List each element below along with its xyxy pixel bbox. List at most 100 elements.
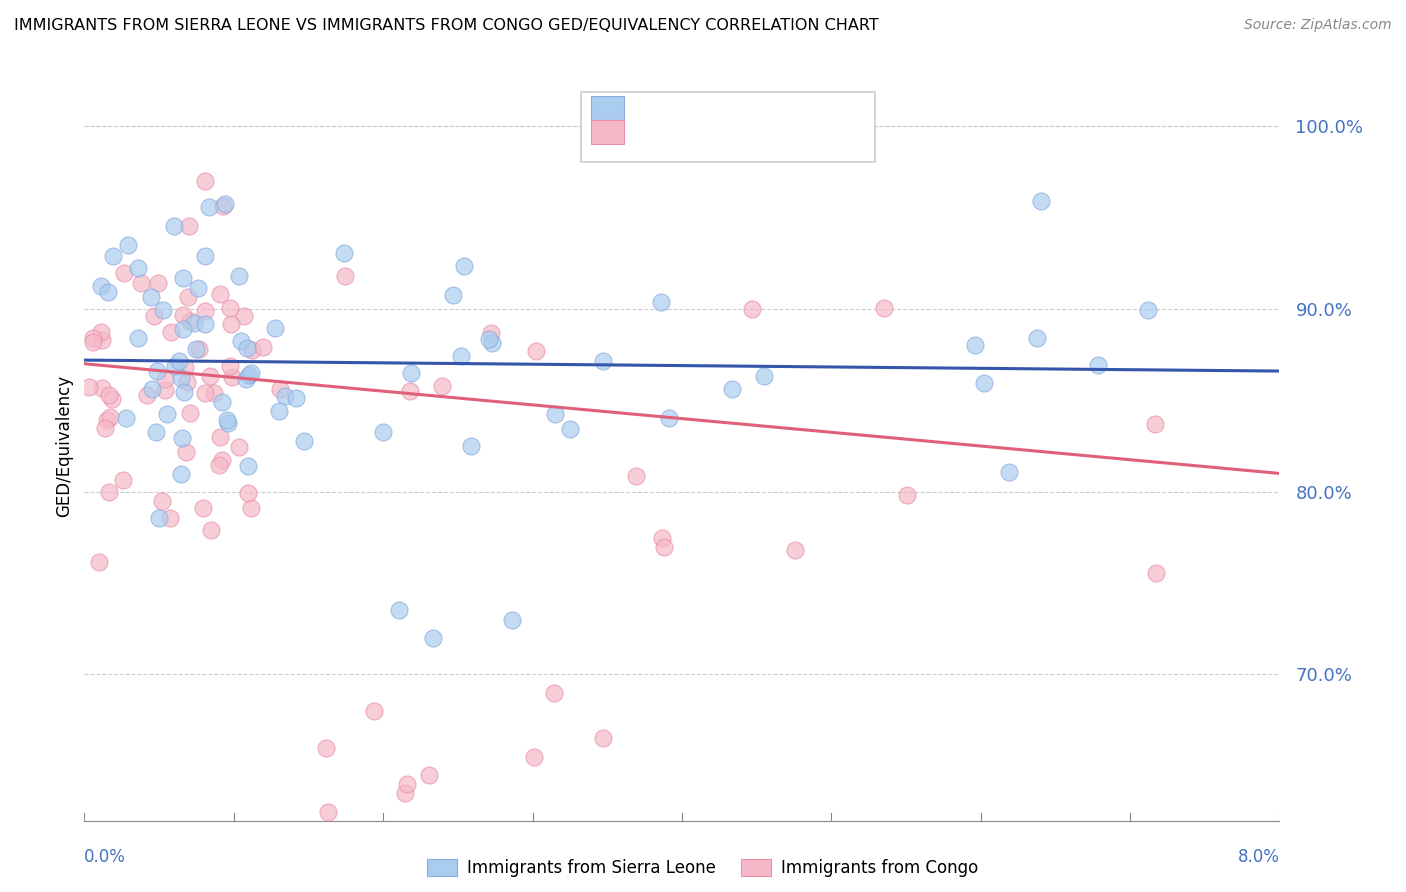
Point — [135, 387, 157, 401]
Point — [1029, 194, 1052, 208]
Point — [624, 468, 647, 483]
Point — [208, 430, 231, 444]
Point — [219, 359, 242, 373]
Point — [173, 359, 195, 374]
Point — [650, 295, 672, 310]
Point — [388, 603, 411, 617]
Point — [238, 368, 260, 382]
Point — [146, 276, 169, 290]
Point — [741, 302, 763, 317]
Point — [165, 359, 187, 373]
Point — [193, 174, 215, 188]
Point — [450, 349, 472, 363]
Point — [218, 301, 240, 316]
Point — [236, 342, 259, 356]
Point — [177, 219, 200, 233]
Point — [264, 321, 287, 335]
Point — [172, 322, 194, 336]
Text: R =: R = — [634, 107, 673, 125]
Point — [179, 406, 201, 420]
Point — [652, 540, 675, 554]
Point — [176, 375, 198, 389]
Point — [152, 303, 174, 318]
Point — [333, 246, 356, 260]
Point — [179, 313, 201, 327]
Point — [228, 269, 250, 284]
Point — [111, 474, 134, 488]
Point — [285, 391, 308, 405]
Point — [90, 279, 112, 293]
Point — [252, 340, 274, 354]
Point — [481, 336, 503, 351]
Point — [544, 408, 567, 422]
Point — [115, 411, 138, 425]
Point — [399, 366, 422, 380]
Point — [145, 425, 167, 439]
Point — [1144, 566, 1167, 580]
Point — [97, 484, 120, 499]
Point — [127, 260, 149, 275]
Point — [315, 740, 337, 755]
Point — [441, 288, 464, 302]
Point — [150, 493, 173, 508]
Point — [558, 422, 581, 436]
Point — [1087, 358, 1109, 372]
Point — [873, 301, 896, 316]
Text: 8.0%: 8.0% — [1237, 848, 1279, 866]
Point — [236, 458, 259, 473]
Point — [176, 445, 198, 459]
Point — [167, 353, 190, 368]
Point — [208, 458, 231, 472]
Text: -0.019: -0.019 — [676, 107, 734, 125]
Point — [422, 631, 444, 645]
Point — [82, 331, 104, 345]
Point — [146, 363, 169, 377]
Point — [170, 467, 193, 482]
Point — [159, 511, 181, 525]
Point — [139, 290, 162, 304]
Point — [183, 316, 205, 330]
Point — [418, 768, 440, 782]
Point — [186, 342, 208, 356]
Point — [267, 403, 290, 417]
Point — [479, 326, 502, 341]
Text: R =: R = — [634, 136, 673, 154]
Point — [373, 425, 395, 439]
Point — [217, 416, 239, 430]
Point — [101, 249, 124, 263]
Point — [395, 777, 418, 791]
Point — [752, 369, 775, 384]
Point — [194, 303, 217, 318]
Point — [187, 281, 209, 295]
Point — [77, 380, 100, 394]
Point — [94, 421, 117, 435]
Point — [198, 368, 221, 383]
Point — [239, 366, 262, 380]
Point — [91, 333, 114, 347]
Text: 0.0%: 0.0% — [84, 848, 127, 866]
Y-axis label: GED/Equivalency: GED/Equivalency — [55, 375, 73, 517]
Point — [82, 334, 104, 349]
Text: IMMIGRANTS FROM SIERRA LEONE VS IMMIGRANTS FROM CONGO GED/EQUIVALENCY CORRELATIO: IMMIGRANTS FROM SIERRA LEONE VS IMMIGRAN… — [14, 18, 879, 33]
Point — [90, 381, 112, 395]
Text: 71: 71 — [778, 107, 800, 125]
Point — [543, 686, 565, 700]
Point — [453, 259, 475, 273]
Point — [159, 325, 181, 339]
Text: N =: N = — [733, 107, 785, 125]
Text: Source: ZipAtlas.com: Source: ZipAtlas.com — [1244, 18, 1392, 32]
Point — [896, 488, 918, 502]
Point — [172, 270, 194, 285]
Point — [232, 309, 254, 323]
Point — [430, 379, 453, 393]
Point — [170, 371, 193, 385]
Point — [239, 501, 262, 516]
Point — [117, 237, 139, 252]
Point — [460, 439, 482, 453]
Point — [153, 372, 176, 386]
Point — [236, 486, 259, 500]
Point — [274, 389, 297, 403]
Point — [97, 388, 120, 402]
Point — [973, 376, 995, 390]
Point — [191, 501, 214, 516]
